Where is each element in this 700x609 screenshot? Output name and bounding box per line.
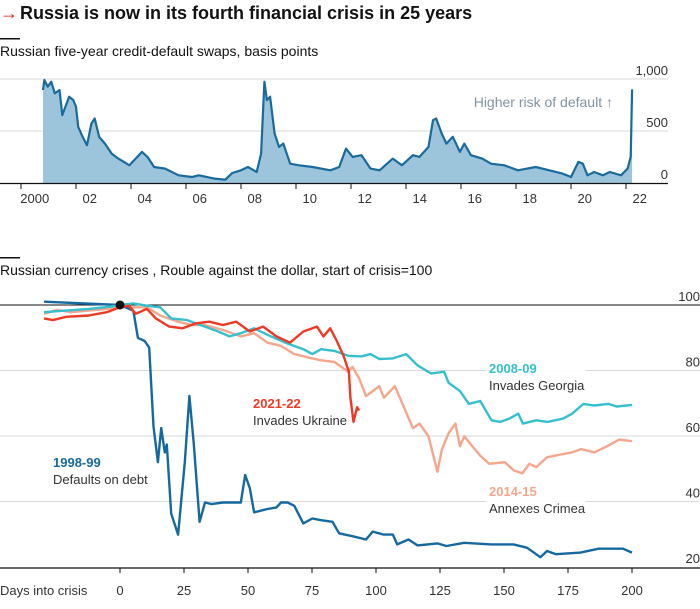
x-tick-label: 16 xyxy=(468,191,482,206)
series-label-1998-99: 1998-99 xyxy=(53,455,101,470)
y-tick-label: 500 xyxy=(646,115,668,130)
y-tick-label: 20 xyxy=(686,551,700,566)
x-tick-label: 25 xyxy=(177,583,191,598)
series-note-2008-09: Invades Georgia xyxy=(489,378,585,393)
series-line-2008-09 xyxy=(43,302,633,425)
y-tick-label: 80 xyxy=(686,355,700,370)
x-tick-label: 18 xyxy=(523,191,537,206)
x-tick-label: 22 xyxy=(633,191,647,206)
x-tick-label: 75 xyxy=(305,583,319,598)
divider-top xyxy=(0,38,20,40)
x-tick-label: 50 xyxy=(241,583,255,598)
x-tick-label: 04 xyxy=(138,191,152,206)
cds-subtitle: Russian five-year credit-default swaps, … xyxy=(0,43,318,59)
x-tick-label: 125 xyxy=(429,583,451,598)
x-tick-label: 14 xyxy=(413,191,427,206)
series-note-1998-99: Defaults on debt xyxy=(53,472,148,487)
x-tick-label: 200 xyxy=(621,583,643,598)
x-tick-label: 12 xyxy=(358,191,372,206)
x-tick-label: 2000 xyxy=(20,191,49,206)
x-axis-label: Days into crisis xyxy=(0,583,88,598)
x-tick-label: 08 xyxy=(248,191,262,206)
series-label-2014-15: 2014-15 xyxy=(489,484,537,499)
x-tick-label: 150 xyxy=(493,583,515,598)
chart-title: Russia is now in its fourth financial cr… xyxy=(20,3,472,23)
divider-bottom xyxy=(0,257,20,259)
x-tick-label: 02 xyxy=(83,191,97,206)
series-note-2021-22: Invades Ukraine xyxy=(253,413,347,428)
x-tick-label: 06 xyxy=(193,191,207,206)
y-tick-label: 1,000 xyxy=(635,63,668,78)
series-line-1998-99 xyxy=(43,300,633,559)
series-label-2008-09: 2008-09 xyxy=(489,361,537,376)
x-tick-label: 10 xyxy=(303,191,317,206)
label-background xyxy=(486,483,586,517)
y-tick-label: 100 xyxy=(678,289,700,304)
x-tick-label: 0 xyxy=(116,583,123,598)
y-tick-label: 40 xyxy=(686,486,700,501)
cds-line xyxy=(41,78,634,181)
y-tick-label: 0 xyxy=(661,167,668,182)
series-label-2021-22: 2021-22 xyxy=(253,396,301,411)
x-tick-label: 20 xyxy=(578,191,592,206)
series-line-2014-15 xyxy=(43,306,633,475)
label-background xyxy=(486,360,586,394)
series-note-2014-15: Annexes Crimea xyxy=(489,501,586,516)
default-risk-annotation: Higher risk of default ↑ xyxy=(474,94,613,110)
title-arrow-icon: → xyxy=(0,3,18,23)
fx-subtitle: Russian currency crises , Rouble against… xyxy=(0,262,432,278)
y-tick-label: 60 xyxy=(686,420,700,435)
crisis-start-marker xyxy=(115,300,125,310)
x-tick-label: 100 xyxy=(365,583,387,598)
x-tick-label: 175 xyxy=(557,583,579,598)
